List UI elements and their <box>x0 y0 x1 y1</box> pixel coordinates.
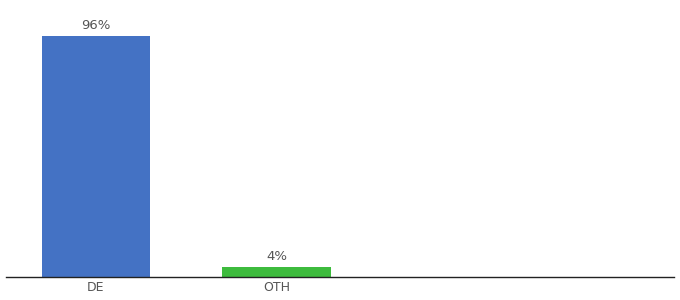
Text: 4%: 4% <box>267 250 287 263</box>
Bar <box>41 36 150 277</box>
Bar <box>222 266 331 277</box>
Text: 96%: 96% <box>81 19 111 32</box>
